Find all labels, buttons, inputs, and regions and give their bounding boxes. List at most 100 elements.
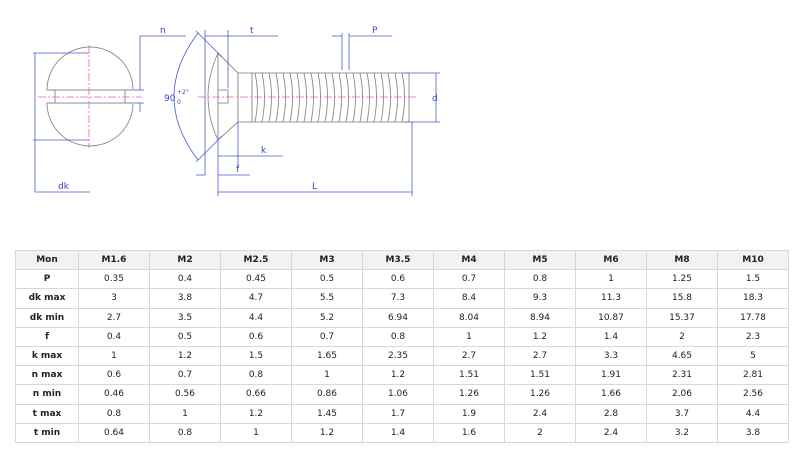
screw-side-view [198, 51, 418, 142]
table-cell: 1 [291, 365, 363, 386]
table-cell: 3.2 [646, 422, 718, 443]
n-label: n [160, 26, 166, 36]
dk-dimension: dk [33, 52, 90, 193]
table-cell: 0.7 [149, 365, 221, 386]
f-dimension: f [196, 140, 250, 196]
table-cell: 3.8 [717, 422, 789, 443]
p-label: P [372, 26, 378, 36]
column-header: M2 [149, 249, 221, 271]
table-cell: 0.8 [78, 403, 150, 424]
table-cell: 0.5 [149, 326, 221, 347]
table-cell: 4.4 [717, 403, 789, 424]
table-cell: 0.46 [78, 384, 150, 405]
table-cell: 1.06 [362, 384, 434, 405]
t-dimension: t [204, 26, 278, 175]
table-row: t max 0.8 1 1.2 1.45 1.7 1.9 2.4 2.8 3.7 4.4 [15, 403, 789, 424]
table-cell: 3 [78, 288, 150, 309]
table-cell: 1.4 [575, 326, 647, 347]
table-cell: 15.37 [646, 307, 718, 328]
column-header-size: Mon [15, 249, 79, 271]
table-cell: 5.5 [291, 288, 363, 309]
row-label: f [15, 326, 79, 347]
table-row: P 0.35 0.4 0.45 0.5 0.6 0.7 0.8 1 1.25 1.5 [15, 269, 789, 290]
row-label: P [15, 269, 79, 290]
table-row: dk max 3 3.8 4.7 5.5 7.3 8.4 9.3 11.3 15.8 18.3 [15, 288, 789, 309]
angle-label: 90 [164, 94, 176, 104]
column-header: M3 [291, 249, 363, 271]
column-header: M4 [433, 249, 505, 271]
table-cell: 2.7 [504, 345, 576, 367]
table-row: f 0.4 0.5 0.6 0.7 0.8 1 1.2 1.4 2 2.3 [15, 326, 789, 347]
table-cell: 5 [717, 345, 789, 367]
dimension-table: Mon M1.6 M2 M2.5 M3 M3.5 M4 M5 M6 M8 M10 P 0.35 0.4… [15, 249, 789, 443]
table-cell: 2.4 [504, 403, 576, 424]
table-cell: 1.6 [433, 422, 505, 443]
table-cell: 2 [504, 422, 576, 443]
table-cell: 1.2 [504, 326, 576, 347]
table-cell: 2.3 [717, 326, 789, 347]
table-cell: 0.6 [362, 269, 434, 290]
n-dimension: n [134, 26, 186, 112]
column-header: M10 [717, 249, 789, 271]
table-cell: 1.45 [291, 403, 363, 424]
table-cell: 11.3 [575, 288, 647, 309]
screw-technical-drawing: dk n 90 +2° 0 t P [33, 26, 440, 196]
table-cell: 7.3 [362, 288, 434, 309]
table-cell: 2.8 [575, 403, 647, 424]
table-cell: 18.3 [717, 288, 789, 309]
table-cell: 3.3 [575, 345, 647, 367]
table-row: n max 0.6 0.7 0.8 1 1.2 1.51 1.51 1.91 2.31 2.81 [15, 365, 789, 386]
row-label: n max [15, 365, 79, 386]
column-header: M6 [575, 249, 647, 271]
row-label: t max [15, 403, 79, 424]
table-cell: 6.94 [362, 307, 434, 328]
table-cell: 1 [433, 326, 505, 347]
table-cell: 0.8 [149, 422, 221, 443]
column-header: M8 [646, 249, 718, 271]
table-cell: 0.4 [149, 269, 221, 290]
table-cell: 1.51 [504, 365, 576, 386]
table-cell: 1.7 [362, 403, 434, 424]
table-cell: 0.5 [291, 269, 363, 290]
k-label: k [261, 146, 267, 156]
table-cell: 1.25 [646, 269, 718, 290]
table-cell: 0.7 [433, 269, 505, 290]
table-cell: 1.66 [575, 384, 647, 405]
k-dimension: k [218, 122, 283, 168]
table-cell: 0.8 [362, 326, 434, 347]
table-cell: 5.2 [291, 307, 363, 328]
table-cell: 1.51 [433, 365, 505, 386]
table-cell: 3.8 [149, 288, 221, 309]
t-label: t [250, 26, 254, 36]
table-cell: 17.78 [717, 307, 789, 328]
table-cell: 8.4 [433, 288, 505, 309]
angle-tolerance-upper: +2° [177, 89, 189, 96]
table-cell: 4.7 [220, 288, 292, 309]
table-cell: 1.2 [220, 403, 292, 424]
table-cell: 2 [646, 326, 718, 347]
table-cell: 0.35 [78, 269, 150, 290]
table-cell: 1.2 [362, 365, 434, 386]
f-label: f [236, 165, 240, 175]
table-cell: 0.66 [220, 384, 292, 405]
table-cell: 9.3 [504, 288, 576, 309]
table-cell: 0.8 [220, 365, 292, 386]
table-cell: 8.04 [433, 307, 505, 328]
angle-tolerance-lower: 0 [177, 99, 181, 106]
table-cell: 2.06 [646, 384, 718, 405]
table-cell: 1 [149, 403, 221, 424]
table-cell: 1.2 [291, 422, 363, 443]
table-cell: 8.94 [504, 307, 576, 328]
row-label: t min [15, 422, 79, 443]
d-dimension: d [404, 72, 440, 123]
table-row: t min 0.64 0.8 1 1.2 1.4 1.6 2 2.4 3.2 3.8 [15, 422, 789, 443]
table-cell: 0.4 [78, 326, 150, 347]
d-label: d [432, 94, 438, 104]
table-cell: 10.87 [575, 307, 647, 328]
column-header: M3.5 [362, 249, 434, 271]
table-cell: 1 [220, 422, 292, 443]
table-cell: 2.4 [575, 422, 647, 443]
table-cell: 15.8 [646, 288, 718, 309]
table-cell: 1 [575, 269, 647, 290]
dk-label: dk [58, 182, 70, 192]
